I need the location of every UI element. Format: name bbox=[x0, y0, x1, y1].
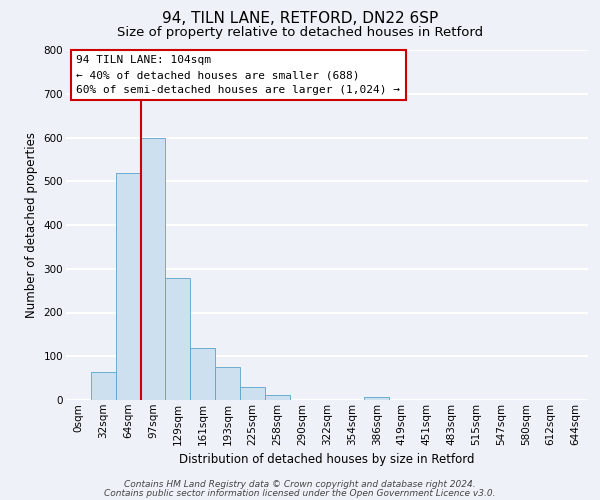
Text: Size of property relative to detached houses in Retford: Size of property relative to detached ho… bbox=[117, 26, 483, 39]
Text: 94, TILN LANE, RETFORD, DN22 6SP: 94, TILN LANE, RETFORD, DN22 6SP bbox=[162, 11, 438, 26]
Bar bbox=[364, 396, 389, 400]
Bar bbox=[166, 278, 190, 400]
Bar bbox=[190, 348, 215, 400]
Text: 94 TILN LANE: 104sqm
← 40% of detached houses are smaller (688)
60% of semi-deta: 94 TILN LANE: 104sqm ← 40% of detached h… bbox=[76, 56, 400, 95]
Bar bbox=[116, 172, 140, 400]
Bar bbox=[240, 387, 265, 400]
Text: Contains HM Land Registry data © Crown copyright and database right 2024.: Contains HM Land Registry data © Crown c… bbox=[124, 480, 476, 489]
Text: Contains public sector information licensed under the Open Government Licence v3: Contains public sector information licen… bbox=[104, 490, 496, 498]
Bar bbox=[215, 367, 240, 400]
X-axis label: Distribution of detached houses by size in Retford: Distribution of detached houses by size … bbox=[179, 453, 475, 466]
Bar bbox=[265, 395, 290, 400]
Bar bbox=[140, 138, 166, 400]
Y-axis label: Number of detached properties: Number of detached properties bbox=[25, 132, 38, 318]
Bar bbox=[91, 372, 116, 400]
